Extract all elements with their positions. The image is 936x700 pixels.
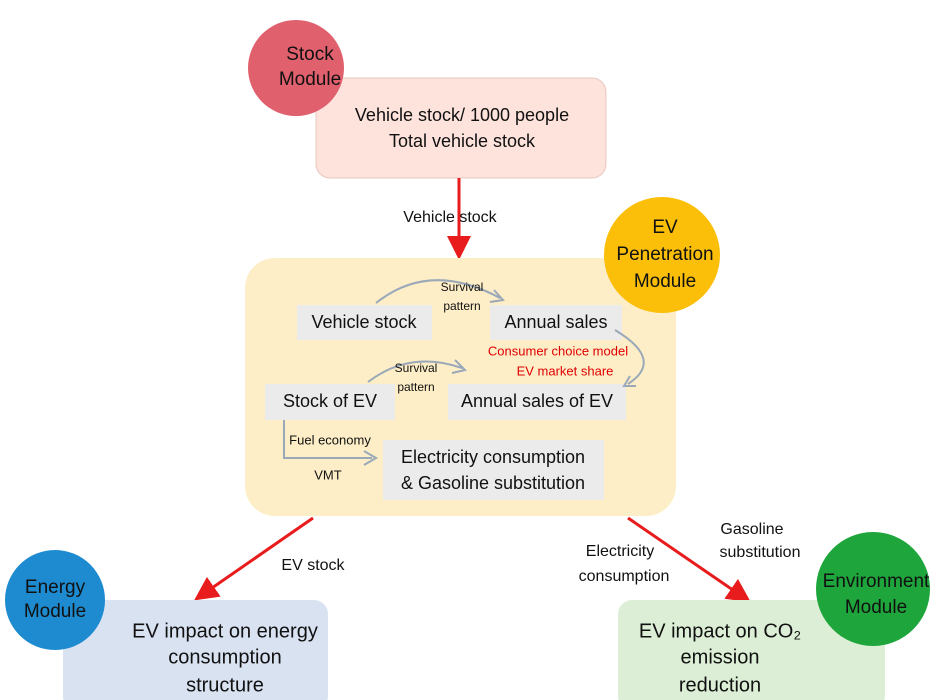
node-label: Annual sales of EV: [461, 391, 613, 411]
node-label: & Gasoline substitution: [401, 473, 585, 493]
box-text: reduction: [679, 674, 761, 696]
module-label: EV: [652, 217, 678, 238]
small-label: pattern: [443, 299, 480, 313]
arrow: [194, 516, 314, 601]
node: [383, 440, 604, 500]
node: [448, 384, 626, 420]
arrow: [627, 516, 751, 603]
small-label: Survival: [441, 280, 484, 294]
box-text: EV impact on energy: [132, 620, 318, 642]
energy-circle: [5, 550, 105, 650]
module-label: Module: [279, 69, 341, 90]
box-text: consumption: [168, 646, 281, 668]
box-text: Vehicle stock/ 1000 people: [355, 105, 569, 125]
environment-circle: [816, 532, 930, 646]
box-text: structure: [186, 674, 264, 696]
small-label: VMT: [314, 467, 342, 482]
node: [265, 384, 395, 420]
model-label: EV market share: [517, 363, 614, 378]
module-label: Module: [845, 597, 907, 618]
model-label: Consumer choice model: [488, 343, 628, 358]
edge-label: consumption: [579, 568, 670, 585]
box-text: emission: [681, 646, 760, 668]
box-text: EV impact on CO₂: [639, 620, 801, 642]
edge-label: Vehicle stock: [403, 209, 497, 226]
environment-box: [618, 600, 885, 700]
stock-box: [315, 77, 607, 179]
module-label: Module: [24, 601, 86, 622]
box-text: Total vehicle stock: [389, 131, 536, 151]
small-label: pattern: [397, 380, 434, 394]
node-label: Vehicle stock: [311, 312, 417, 332]
energy-box: [63, 600, 328, 700]
node: [490, 305, 622, 340]
edge-label: Gasoline: [720, 521, 783, 538]
small-label: Fuel economy: [289, 432, 371, 447]
module-label: Module: [634, 271, 696, 292]
node-label: Electricity consumption: [401, 447, 585, 467]
node: [297, 305, 432, 340]
flow-arrows: [283, 279, 645, 466]
node-label: Stock of EV: [283, 391, 377, 411]
module-label: Energy: [25, 577, 86, 598]
edge-label: Electricity: [586, 543, 654, 560]
edge-label: EV stock: [281, 557, 345, 574]
edge-label: substitution: [720, 544, 801, 561]
module-label: Environment: [823, 571, 930, 592]
module-label: Penetration: [616, 244, 713, 265]
penetration-circle: [604, 197, 720, 313]
stock-circle: [248, 20, 344, 116]
small-label: Survival: [395, 361, 438, 375]
module-label: Stock: [286, 44, 334, 65]
node-label: Annual sales: [504, 312, 607, 332]
